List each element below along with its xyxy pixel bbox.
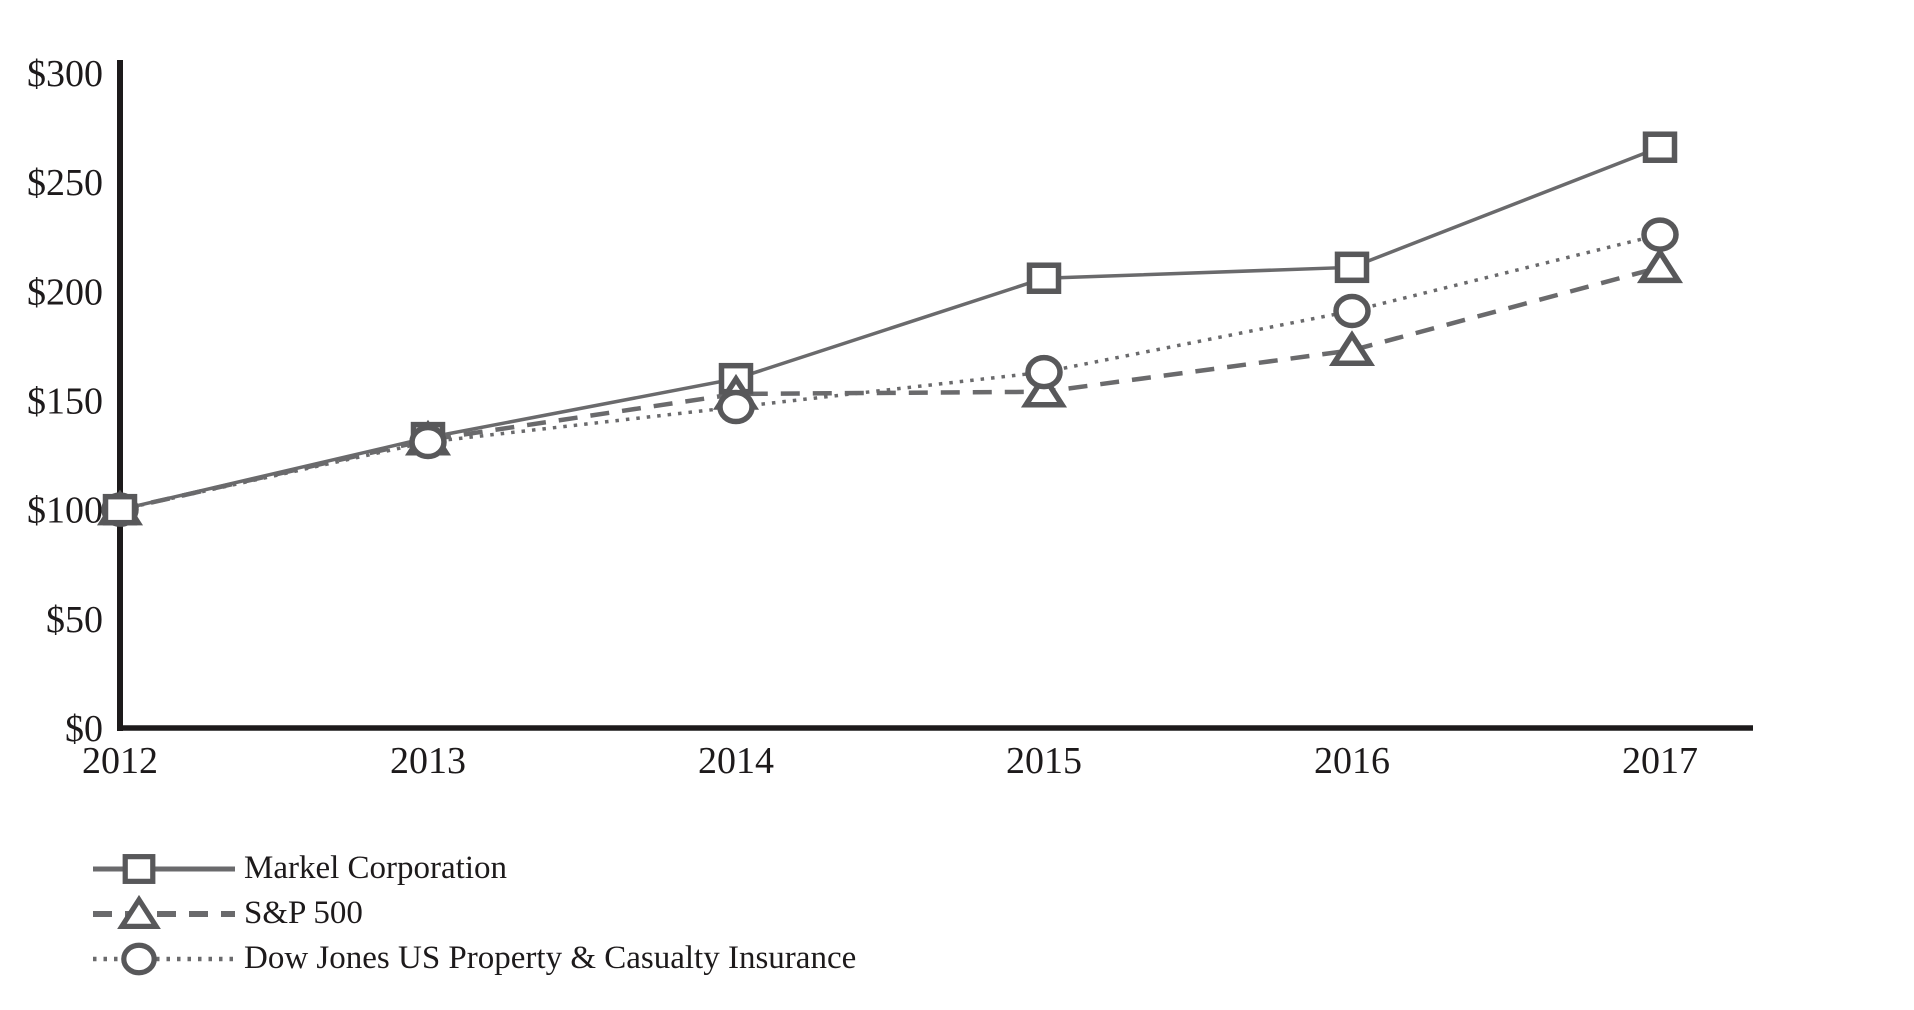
marker-square	[1642, 131, 1678, 163]
marker-square	[1026, 262, 1062, 294]
marker-square	[122, 853, 156, 884]
marker-triangle	[1636, 247, 1684, 284]
y-axis-tick-label: $0	[65, 708, 103, 750]
x-axis-tick-label: 2014	[698, 740, 774, 782]
legend-solid-square-icon	[93, 853, 235, 884]
y-axis-tick-label: $250	[27, 162, 103, 204]
marker-circle	[121, 942, 157, 975]
y-axis-tick-label: $300	[27, 53, 103, 95]
marker-circle	[1641, 217, 1679, 252]
legend-item-dow-jones-pc-insurance: Dow Jones US Property & Casualty Insuran…	[93, 936, 856, 981]
legend-item-sp500: S&P 500	[93, 891, 856, 936]
legend-label-sp500: S&P 500	[244, 895, 363, 931]
x-axis-tick-label: 2017	[1622, 740, 1698, 782]
marker-circle	[1333, 293, 1371, 329]
marker-triangle	[1328, 330, 1376, 367]
marker-circle	[1025, 354, 1063, 390]
y-axis-tick-label: $100	[27, 490, 103, 532]
x-axis-tick-label: 2013	[390, 740, 466, 782]
marker-triangle	[1020, 371, 1068, 408]
legend-label-dow-jones-pc-insurance: Dow Jones US Property & Casualty Insuran…	[244, 940, 857, 976]
marker-triangle	[117, 894, 161, 929]
y-axis-tick-label: $150	[27, 381, 103, 423]
marker-circle	[717, 389, 755, 425]
legend-item-markel-corporation: Markel Corporation	[93, 846, 856, 891]
y-axis-tick-label: $200	[27, 271, 103, 313]
legend-dashed-triangle-icon	[93, 894, 235, 929]
x-axis-tick-label: 2012	[82, 740, 158, 782]
series-line-2	[119, 232, 1661, 512]
legend-dotted-circle-icon	[93, 942, 235, 975]
x-axis-tick-label: 2015	[1006, 740, 1082, 782]
marker-square	[102, 493, 138, 526]
marker-square	[1334, 251, 1370, 284]
y-axis-tick-label: $50	[46, 599, 103, 641]
chart-legend: Markel Corporation S&P 500 Dow Jones US …	[93, 846, 856, 981]
series-line-1	[119, 265, 1661, 512]
x-axis-tick-label: 2016	[1314, 740, 1390, 782]
legend-label-markel-corporation: Markel Corporation	[244, 850, 508, 886]
marker-circle	[409, 424, 447, 460]
